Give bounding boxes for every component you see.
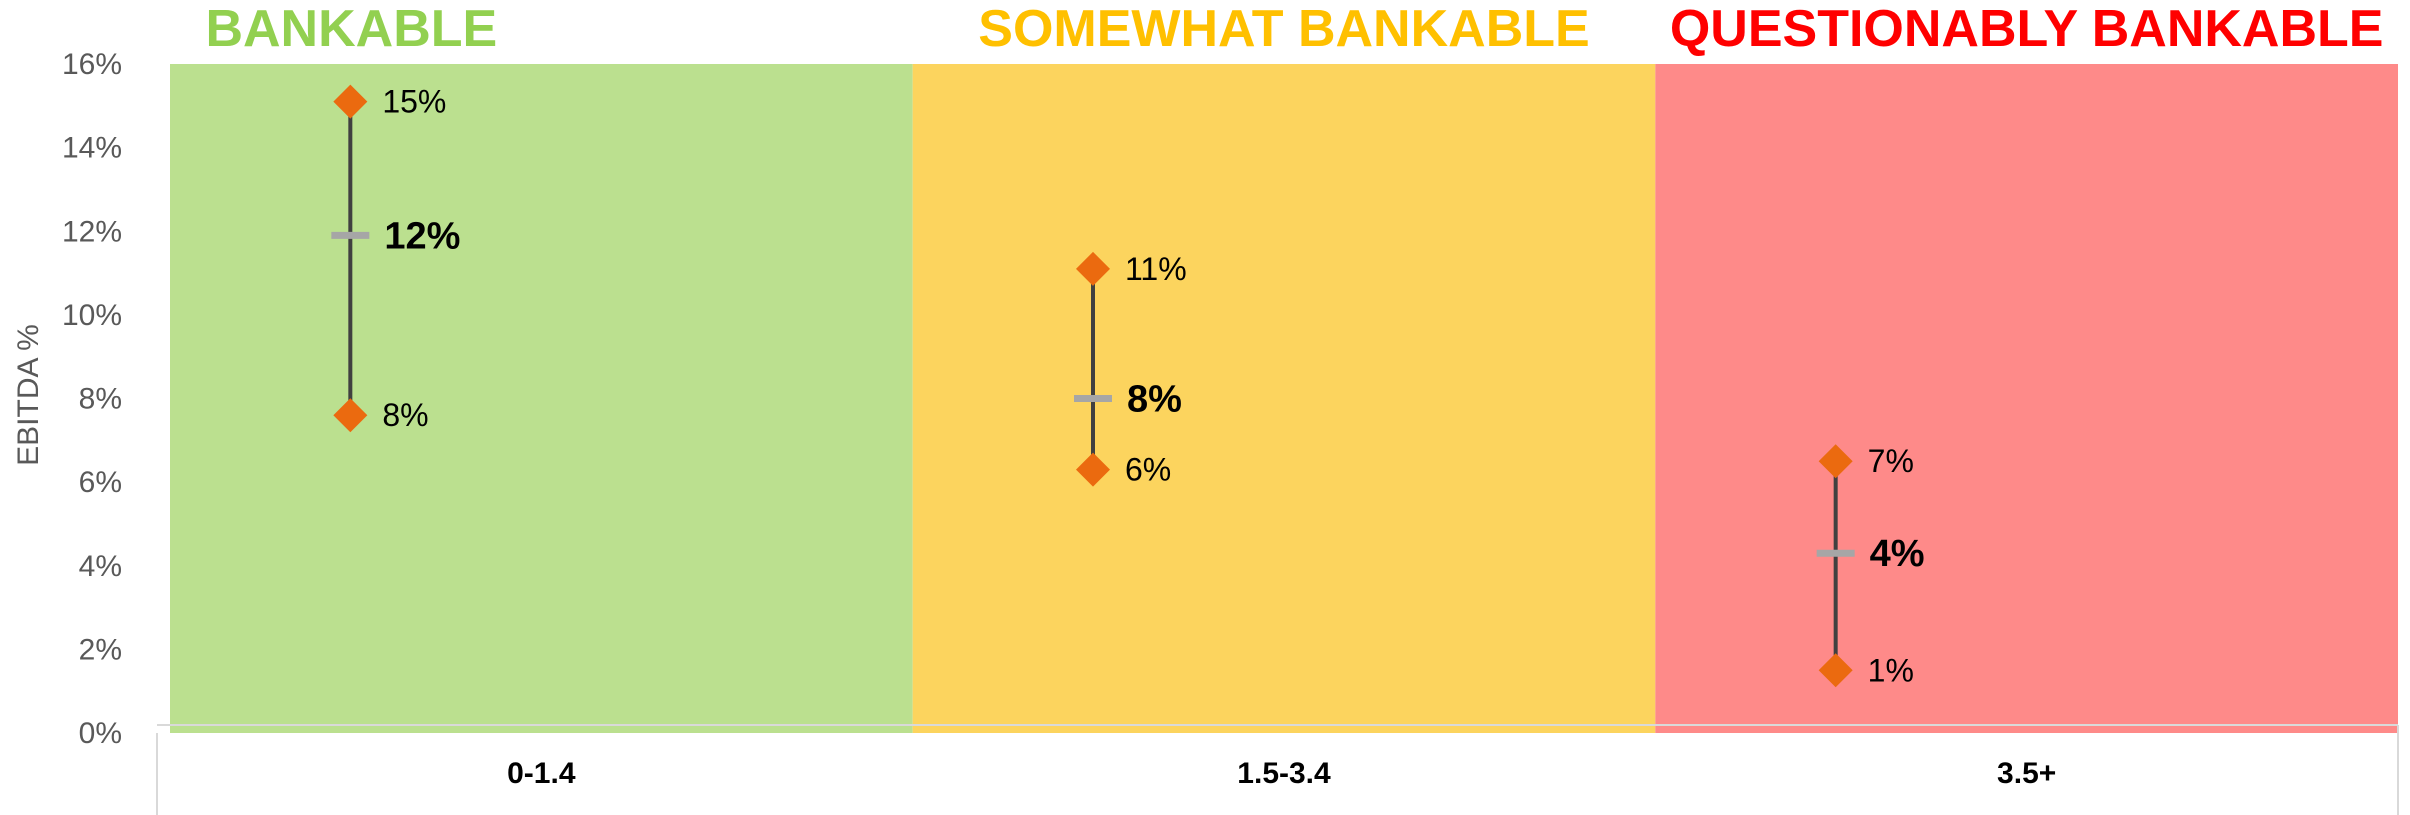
low-marker	[1818, 653, 1853, 688]
y-tick-label: 0%	[79, 717, 122, 750]
y-tick-label: 6%	[79, 466, 122, 499]
mid-data-label: 4%	[1870, 533, 1925, 575]
y-tick-label: 8%	[79, 383, 122, 416]
zone-title-2: SOMEWHAT BANKABLE	[978, 0, 1589, 58]
high-data-label: 15%	[382, 84, 446, 120]
category-label: 1.5-3.4	[1237, 757, 1331, 790]
high-data-label: 7%	[1868, 443, 1914, 479]
marks-layer: 15% 12% 8% 11% 8% 6% 7% 4% 1%	[331, 84, 1925, 688]
y-tick-label: 2%	[79, 633, 122, 666]
high-marker	[1076, 251, 1110, 286]
low-marker	[333, 398, 368, 433]
y-tick-label: 14%	[62, 132, 122, 165]
high-marker	[333, 84, 368, 119]
y-tick-label: 10%	[62, 299, 122, 332]
y-tick-label: 12%	[62, 215, 122, 248]
axis-layer: 0% 2% 4% 6% 8% 10% 12% 14% 16% 0-1.4 1.5-3.4 3.5+	[62, 48, 2056, 790]
category-label: 0-1.4	[507, 757, 576, 790]
y-tick-label: 16%	[62, 48, 122, 81]
low-data-label: 8%	[382, 397, 428, 433]
category-label: 3.5+	[1997, 757, 2056, 790]
zone-band-2	[912, 64, 1656, 733]
zones-layer: BANKABLE SOMEWHAT BANKABLE QUESTIONABLY BA…	[170, 0, 2398, 733]
y-tick-label: 4%	[79, 550, 122, 583]
high-marker	[1818, 444, 1853, 479]
y-axis-title: EBITDA %	[12, 324, 45, 466]
frame-layer	[156, 724, 2399, 815]
zone-title-1: BANKABLE	[205, 0, 497, 58]
zone-title-3: QUESTIONABLY BANKABLE	[1670, 0, 2384, 58]
low-data-label: 6%	[1125, 452, 1171, 488]
low-marker	[1076, 452, 1110, 487]
mid-data-label: 8%	[1127, 379, 1182, 421]
zone-band-3	[1655, 64, 2398, 733]
low-data-label: 1%	[1868, 652, 1914, 688]
zone-band-1	[170, 64, 913, 733]
high-data-label: 11%	[1125, 251, 1187, 287]
mid-data-label: 12%	[384, 215, 460, 257]
